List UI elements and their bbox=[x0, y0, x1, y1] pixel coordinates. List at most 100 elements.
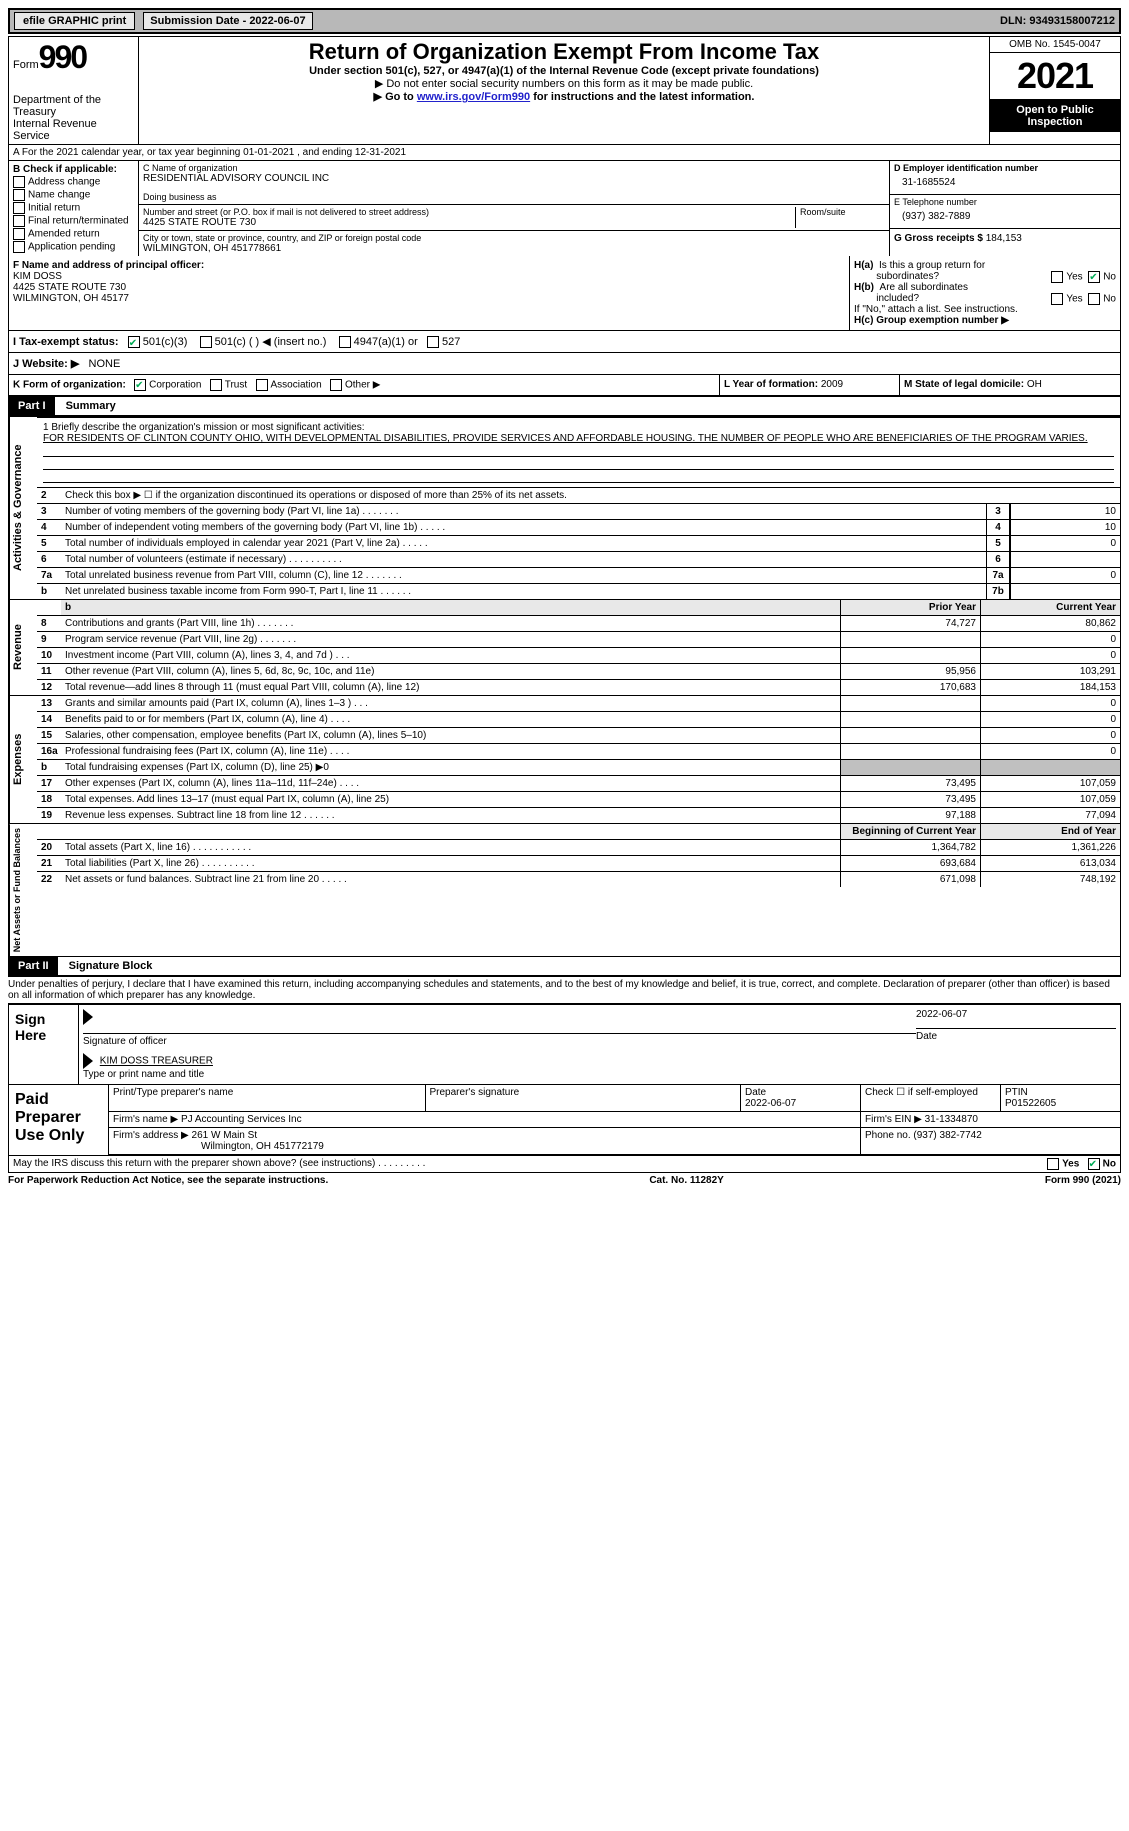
discuss-no: No bbox=[1103, 1159, 1116, 1170]
ptin-value: P01522605 bbox=[1005, 1098, 1056, 1109]
tax-exempt-status: I Tax-exempt status: 501(c)(3) 501(c) ( … bbox=[8, 331, 1121, 353]
amended-label: Amended return bbox=[28, 229, 100, 240]
sig-name: KIM DOSS TREASURER bbox=[100, 1056, 213, 1067]
table-row: 15Salaries, other compensation, employee… bbox=[37, 727, 1120, 743]
527-checkbox[interactable] bbox=[427, 336, 439, 348]
mission-block: 1 Briefly describe the organization's mi… bbox=[37, 417, 1120, 487]
table-row: 21Total liabilities (Part X, line 26) . … bbox=[37, 855, 1120, 871]
period-text: A For the 2021 calendar year, or tax yea… bbox=[13, 147, 406, 158]
ha-yes-label: Yes bbox=[1066, 272, 1082, 283]
table-row: 17Other expenses (Part IX, column (A), l… bbox=[37, 775, 1120, 791]
part1-header: Part I bbox=[9, 397, 55, 415]
table-row: 5Total number of individuals employed in… bbox=[37, 535, 1120, 551]
org-name-label: C Name of organization bbox=[143, 163, 885, 173]
501c3-checkbox[interactable] bbox=[128, 336, 140, 348]
prior-year-hdr: Prior Year bbox=[840, 600, 980, 615]
firm-name: PJ Accounting Services Inc bbox=[181, 1114, 302, 1125]
hb-yes-label: Yes bbox=[1066, 294, 1082, 305]
table-row: 6Total number of volunteers (estimate if… bbox=[37, 551, 1120, 567]
other-checkbox[interactable] bbox=[330, 379, 342, 391]
sig-arrow2-icon bbox=[83, 1053, 93, 1069]
vlabel-governance: Activities & Governance bbox=[9, 417, 37, 599]
submission-date-box: Submission Date - 2022-06-07 bbox=[143, 12, 312, 30]
dept-treasury: Department of the Treasury bbox=[13, 94, 134, 118]
table-row: 8Contributions and grants (Part VIII, li… bbox=[37, 615, 1120, 631]
name-change-checkbox[interactable] bbox=[13, 189, 25, 201]
part1-bar: Part I Summary bbox=[8, 396, 1121, 416]
501c-checkbox[interactable] bbox=[200, 336, 212, 348]
501c3-label: 501(c)(3) bbox=[143, 336, 188, 348]
part2-title: Signature Block bbox=[61, 958, 161, 974]
hb-yes-checkbox[interactable] bbox=[1051, 293, 1063, 305]
ha-no-checkbox[interactable] bbox=[1088, 271, 1100, 283]
final-return-checkbox[interactable] bbox=[13, 215, 25, 227]
prep-date-label: Date bbox=[745, 1087, 766, 1098]
prep-self-employed: Check ☐ if self-employed bbox=[860, 1085, 1000, 1112]
501c-label: 501(c) ( ) ◀ (insert no.) bbox=[215, 336, 327, 348]
hb-no-checkbox[interactable] bbox=[1088, 293, 1100, 305]
current-year-hdr: Current Year bbox=[980, 600, 1120, 615]
discuss-row: May the IRS discuss this return with the… bbox=[8, 1156, 1121, 1173]
corp-label: Corporation bbox=[149, 380, 201, 391]
status-label: I Tax-exempt status: bbox=[13, 336, 119, 348]
org-form-strip: K Form of organization: Corporation Trus… bbox=[8, 375, 1121, 396]
sign-here-label: Sign Here bbox=[9, 1005, 79, 1084]
sig-name-label: Type or print name and title bbox=[83, 1069, 1116, 1080]
amended-checkbox[interactable] bbox=[13, 228, 25, 240]
activities-governance: Activities & Governance 1 Briefly descri… bbox=[8, 416, 1121, 600]
discuss-no-checkbox[interactable] bbox=[1088, 1158, 1100, 1170]
table-row: bNet unrelated business taxable income f… bbox=[37, 583, 1120, 599]
discuss-yes-checkbox[interactable] bbox=[1047, 1158, 1059, 1170]
firm-addr-label: Firm's address ▶ bbox=[113, 1130, 189, 1141]
corp-checkbox[interactable] bbox=[134, 379, 146, 391]
trust-checkbox[interactable] bbox=[210, 379, 222, 391]
period-line: A For the 2021 calendar year, or tax yea… bbox=[8, 145, 1121, 161]
officer-group-return: F Name and address of principal officer:… bbox=[8, 256, 1121, 331]
open-to-public: Open to Public Inspection bbox=[990, 100, 1120, 132]
sig-arrow-icon bbox=[83, 1009, 93, 1025]
other-label: Other ▶ bbox=[345, 380, 380, 391]
sig-officer-label: Signature of officer bbox=[83, 1036, 167, 1047]
initial-return-checkbox[interactable] bbox=[13, 202, 25, 214]
begin-year-hdr: Beginning of Current Year bbox=[840, 824, 980, 839]
ptin-label: PTIN bbox=[1005, 1087, 1028, 1098]
table-row: 20Total assets (Part X, line 16) . . . .… bbox=[37, 839, 1120, 855]
website-value: NONE bbox=[89, 358, 121, 370]
firm-addr2: Wilmington, OH 451772179 bbox=[201, 1141, 324, 1152]
firm-name-label: Firm's name ▶ bbox=[113, 1114, 178, 1125]
table-row: bTotal fundraising expenses (Part IX, co… bbox=[37, 759, 1120, 775]
sig-date: 2022-06-07 bbox=[916, 1009, 1116, 1020]
table-row: 4Number of independent voting members of… bbox=[37, 519, 1120, 535]
efile-print-button[interactable]: efile GRAPHIC print bbox=[14, 12, 135, 30]
irs-link[interactable]: www.irs.gov/Form990 bbox=[417, 91, 530, 103]
table-row: 22Net assets or fund balances. Subtract … bbox=[37, 871, 1120, 887]
mission-text: FOR RESIDENTS OF CLINTON COUNTY OHIO, WI… bbox=[43, 433, 1114, 444]
officer-label: F Name and address of principal officer: bbox=[13, 260, 204, 271]
firm-addr: 261 W Main St bbox=[192, 1130, 258, 1141]
paid-preparer-block: Paid Preparer Use Only Print/Type prepar… bbox=[8, 1085, 1121, 1156]
end-year-hdr: End of Year bbox=[980, 824, 1120, 839]
year-formation: 2009 bbox=[821, 379, 843, 390]
ha-yes-checkbox[interactable] bbox=[1051, 271, 1063, 283]
app-pending-checkbox[interactable] bbox=[13, 241, 25, 253]
city-label: City or town, state or province, country… bbox=[143, 233, 885, 243]
prep-date: 2022-06-07 bbox=[745, 1098, 796, 1109]
officer-city: WILMINGTON, OH 45177 bbox=[13, 293, 845, 304]
ha-no-label: No bbox=[1103, 272, 1116, 283]
prep-name-hdr: Print/Type preparer's name bbox=[109, 1085, 425, 1112]
firm-ein: 31-1334870 bbox=[925, 1114, 978, 1125]
table-row: 11Other revenue (Part VIII, column (A), … bbox=[37, 663, 1120, 679]
box-c: C Name of organization RESIDENTIAL ADVIS… bbox=[139, 161, 890, 256]
addr-change-checkbox[interactable] bbox=[13, 176, 25, 188]
assoc-label: Association bbox=[271, 380, 322, 391]
form-org-label: K Form of organization: bbox=[13, 380, 126, 391]
discuss-yes: Yes bbox=[1062, 1159, 1079, 1170]
527-label: 527 bbox=[442, 336, 460, 348]
4947-checkbox[interactable] bbox=[339, 336, 351, 348]
assoc-checkbox[interactable] bbox=[256, 379, 268, 391]
mission-question: 1 Briefly describe the organization's mi… bbox=[43, 422, 1114, 433]
box-b: B Check if applicable: Address change Na… bbox=[9, 161, 139, 256]
top-bar: efile GRAPHIC print Submission Date - 20… bbox=[8, 8, 1121, 34]
ein-label: D Employer identification number bbox=[894, 163, 1038, 173]
goto-suffix: for instructions and the latest informat… bbox=[530, 91, 754, 103]
